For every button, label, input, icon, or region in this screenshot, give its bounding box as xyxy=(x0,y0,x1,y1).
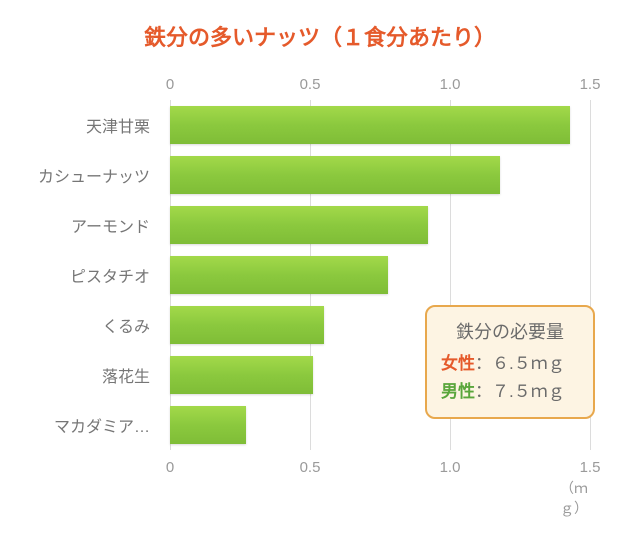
bar xyxy=(170,306,324,344)
bar xyxy=(170,206,428,244)
info-line-value: ：７.５ｍｇ xyxy=(475,382,565,401)
info-line-label: 女性 xyxy=(441,354,475,373)
bar xyxy=(170,256,388,294)
tick-top: 0 xyxy=(166,76,174,93)
bar-row: カシューナッツ xyxy=(170,150,590,200)
category-label: マカダミア… xyxy=(30,413,150,437)
category-label: アーモンド xyxy=(30,213,150,237)
chart-title: 鉄分の多いナッツ（１食分あたり） xyxy=(30,20,610,52)
category-label: ピスタチオ xyxy=(30,263,150,287)
tick-bottom: 1.5 xyxy=(580,459,601,476)
info-line-label: 男性 xyxy=(441,382,475,401)
bar-row: 天津甘栗 xyxy=(170,100,590,150)
bar-row: ピスタチオ xyxy=(170,250,590,300)
info-box-title: 鉄分の必要量 xyxy=(441,317,579,348)
bar xyxy=(170,106,570,144)
bar xyxy=(170,356,313,394)
bar-row: アーモンド xyxy=(170,200,590,250)
tick-top: 1.5 xyxy=(580,76,601,93)
info-line: 男性：７.５ｍｇ xyxy=(441,378,579,407)
category-label: くるみ xyxy=(30,313,150,337)
bar xyxy=(170,156,500,194)
category-label: 天津甘栗 xyxy=(30,113,150,137)
info-line: 女性：６.５ｍｇ xyxy=(441,350,579,379)
bar xyxy=(170,406,246,444)
tick-top: 1.0 xyxy=(440,76,461,93)
unit-label: （ｍｇ） xyxy=(560,478,600,518)
tick-top: 0.5 xyxy=(300,76,321,93)
tick-bottom: 0 xyxy=(166,459,174,476)
chart-area: 0 0 0.5 0.5 1.0 1.0 1.5 1.5 天津甘栗カシューナッツアーモンドピスタチ… xyxy=(40,70,600,500)
iron-requirement-box: 鉄分の必要量 女性：６.５ｍｇ男性：７.５ｍｇ xyxy=(425,305,595,419)
tick-bottom: 1.0 xyxy=(440,459,461,476)
tick-bottom: 0.5 xyxy=(300,459,321,476)
category-label: 落花生 xyxy=(30,363,150,387)
category-label: カシューナッツ xyxy=(30,163,150,187)
info-line-value: ：６.５ｍｇ xyxy=(475,354,565,373)
